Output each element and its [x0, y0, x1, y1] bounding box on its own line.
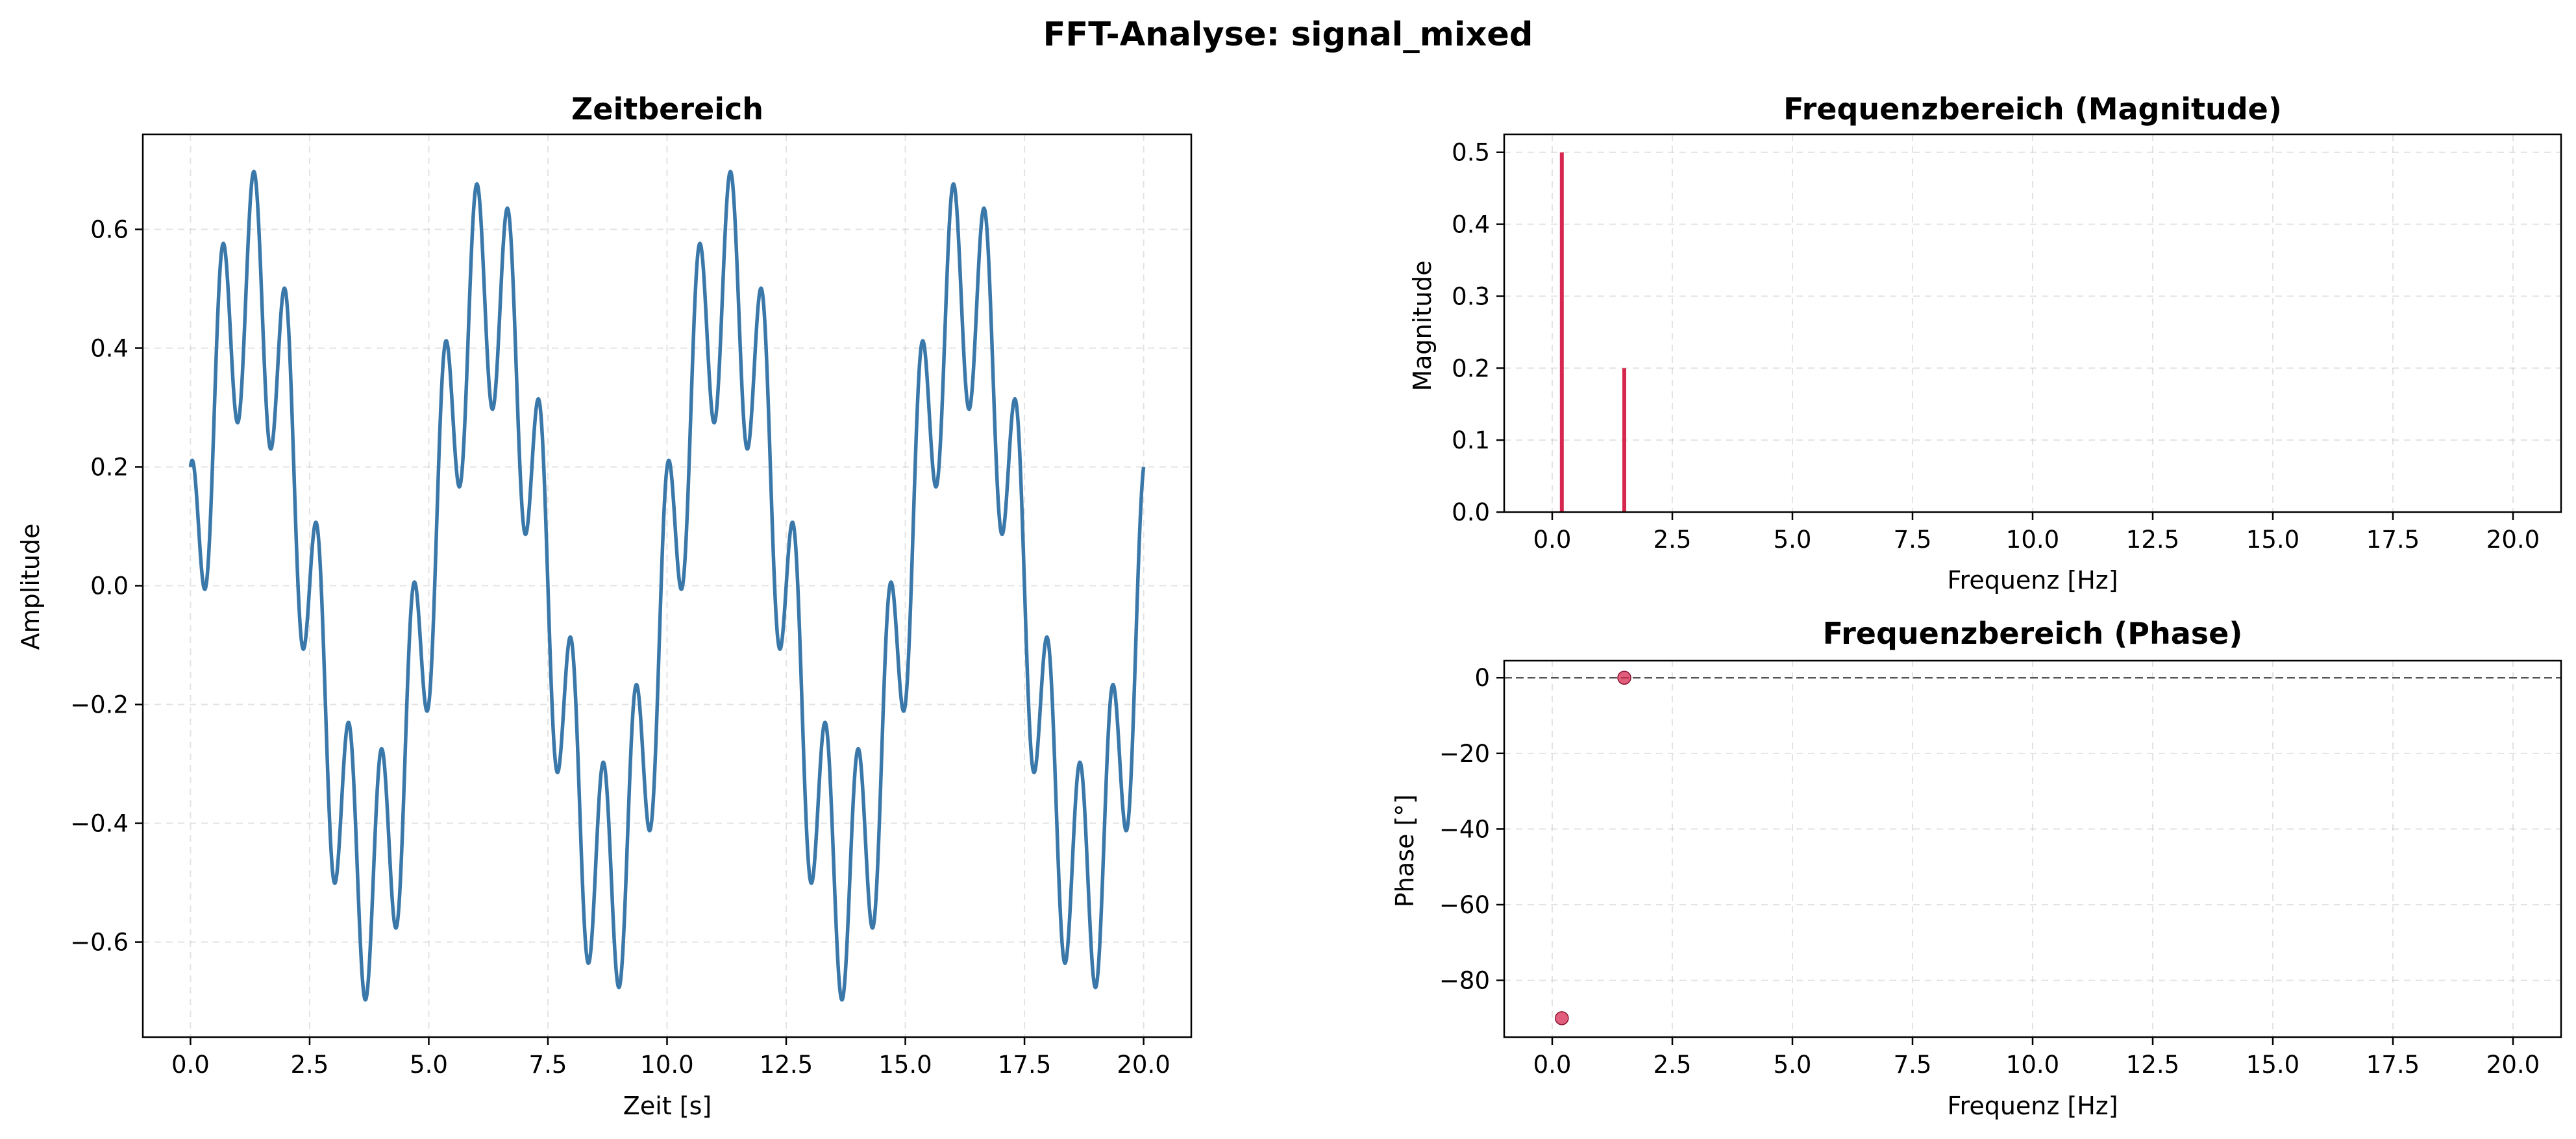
phase-grid — [1504, 661, 2561, 1037]
phase-ticks: 0.0 2.5 5.0 7.5 10.0 12.5 15.0 17.5 20.0 −80 −60 −4… — [1439, 664, 2540, 1079]
x-tick-label: 7.5 — [1894, 1051, 1932, 1079]
magnitude-ticks: 0.0 2.5 5.0 7.5 10.0 12.5 15.0 17.5 20.0 0.0 0.1 0.… — [1452, 139, 2540, 554]
y-tick-label: −80 — [1439, 967, 1490, 995]
magnitude-y-axis-label: Magnitude — [1408, 260, 1437, 391]
phase-points-layer — [1504, 670, 2561, 1025]
phase-x-axis-label: Frequenz [Hz] — [1947, 1092, 2118, 1120]
x-tick-label: 12.5 — [2126, 1051, 2179, 1079]
phase-y-axis-label: Phase [°] — [1391, 794, 1419, 907]
y-tick-label: 0.1 — [1452, 426, 1490, 454]
y-tick-label: 0.0 — [90, 572, 129, 600]
x-tick-label: 2.5 — [1653, 526, 1692, 554]
x-tick-label: 17.5 — [2366, 1051, 2420, 1079]
x-tick-label: 17.5 — [2366, 526, 2420, 554]
x-tick-label: 12.5 — [760, 1051, 813, 1079]
magnitude-panel-title: Frequenzbereich (Magnitude) — [1783, 92, 2282, 127]
y-tick-label: 0.2 — [90, 453, 129, 481]
time-panel-title: Zeitbereich — [571, 92, 763, 127]
y-tick-label: 0 — [1474, 664, 1490, 692]
x-tick-label: 15.0 — [2246, 526, 2299, 554]
x-tick-label: 12.5 — [2126, 526, 2179, 554]
y-tick-label: 0.4 — [1452, 211, 1490, 239]
x-tick-label: 15.0 — [878, 1051, 932, 1079]
magnitude-x-axis-label: Frequenz [Hz] — [1947, 566, 2118, 594]
signal-line — [188, 169, 1146, 1002]
x-tick-label: 20.0 — [2486, 526, 2540, 554]
time-x-axis-label: Zeit [s] — [623, 1092, 712, 1120]
x-tick-label: 0.0 — [1533, 526, 1572, 554]
y-tick-label: −40 — [1439, 815, 1490, 843]
y-tick-label: 0.2 — [1452, 354, 1490, 382]
y-tick-label: −20 — [1439, 740, 1490, 768]
x-tick-label: 20.0 — [2486, 1051, 2540, 1079]
x-tick-label: 5.0 — [410, 1051, 448, 1079]
y-tick-label: 0.5 — [1452, 139, 1490, 167]
x-tick-label: 7.5 — [529, 1051, 567, 1079]
phase-panel: Frequenzbereich (Phase) Frequenz [Hz] Ph… — [1391, 616, 2562, 1120]
x-tick-label: 2.5 — [291, 1051, 329, 1079]
time-plot-frame — [142, 133, 1193, 1038]
phase-point — [1617, 670, 1631, 685]
y-tick-label: 0.4 — [90, 334, 129, 362]
magnitude-plot-frame — [1503, 133, 2562, 513]
time-grid — [143, 134, 1191, 1037]
y-tick-label: 0.0 — [1452, 498, 1490, 526]
phase-plot-frame — [1503, 659, 2562, 1038]
time-series-layer — [188, 169, 1146, 1002]
x-tick-label: 7.5 — [1894, 526, 1932, 554]
x-tick-label: 5.0 — [1774, 526, 1812, 554]
x-tick-label: 20.0 — [1117, 1051, 1170, 1079]
y-tick-label: −0.2 — [70, 691, 129, 719]
x-tick-label: 10.0 — [2006, 1051, 2059, 1079]
x-tick-label: 0.0 — [171, 1051, 210, 1079]
x-tick-label: 5.0 — [1774, 1051, 1812, 1079]
time-ticks: 0.0 2.5 5.0 7.5 10.0 12.5 15.0 17.5 20.0 −0.6 −0.4… — [70, 215, 1170, 1079]
phase-point — [1555, 1011, 1569, 1025]
magnitude-grid — [1504, 134, 2561, 513]
x-tick-label: 10.0 — [640, 1051, 693, 1079]
figure-title: FFT-Analyse: signal_mixed — [1043, 16, 1533, 54]
x-tick-label: 17.5 — [998, 1051, 1051, 1079]
time-y-axis-label: Amplitude — [16, 524, 45, 650]
x-tick-label: 0.0 — [1533, 1051, 1572, 1079]
y-tick-label: 0.6 — [90, 215, 129, 243]
x-tick-label: 2.5 — [1653, 1051, 1692, 1079]
magnitude-bars-layer — [1559, 152, 1626, 512]
y-tick-label: 0.3 — [1452, 282, 1490, 310]
magnitude-panel: Frequenzbereich (Magnitude) Frequenz [Hz… — [1408, 92, 2562, 594]
x-tick-label: 15.0 — [2246, 1051, 2299, 1079]
time-domain-panel: Zeitbereich Zeit [s] Amplitude 0.0 2.5 5.0… — [16, 92, 1193, 1120]
y-tick-label: −0.6 — [70, 929, 129, 957]
y-tick-label: −0.4 — [70, 810, 129, 838]
x-tick-label: 10.0 — [2006, 526, 2059, 554]
y-tick-label: −60 — [1439, 891, 1490, 919]
phase-panel-title: Frequenzbereich (Phase) — [1823, 616, 2243, 651]
